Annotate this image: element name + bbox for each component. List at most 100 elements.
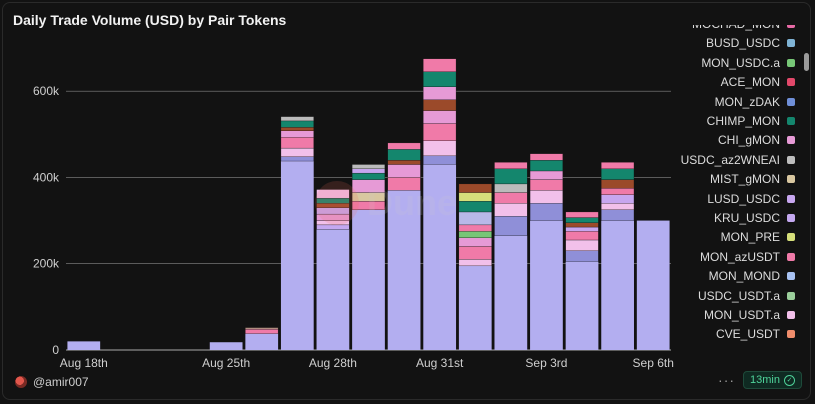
legend-item[interactable]: MON_USDT.a (704, 307, 795, 323)
legend-swatch (787, 214, 795, 222)
bar-segment (529, 203, 563, 221)
x-tick-label: Sep 6th (633, 356, 674, 370)
legend-label: LUSD_USDC (707, 191, 780, 206)
legend-item[interactable]: CHI_gMON (718, 132, 795, 148)
bar-segment (280, 130, 314, 138)
freshness-text: 13min (750, 374, 780, 386)
bar-segment (601, 220, 634, 350)
legend-item[interactable]: MON_azUSDT (700, 249, 795, 265)
x-tick-label: Aug 31st (416, 356, 464, 370)
legend-swatch (787, 39, 795, 48)
bar-segment (280, 147, 314, 157)
bar-segment (565, 217, 599, 223)
legend-item[interactable]: MON_USDC.a (701, 55, 795, 71)
legend-item[interactable]: KRU_USDC (714, 210, 795, 226)
bar-segment (387, 149, 421, 161)
legend-item[interactable]: USDC_USDT.a (698, 288, 795, 304)
bar-segment (494, 203, 528, 217)
legend-swatch (787, 252, 795, 261)
legend-label: MIST_gMON (709, 172, 780, 187)
bar-segment (423, 86, 457, 100)
bar-segment (458, 224, 492, 232)
bar-segment (209, 342, 243, 350)
chart-title: Daily Trade Volume (USD) by Pair Tokens (13, 12, 287, 28)
author[interactable]: @amir007 (15, 375, 89, 389)
bar-segment (280, 156, 314, 162)
bar-segment (565, 250, 599, 262)
legend-item[interactable]: CVE_USDT (716, 326, 795, 342)
legend-swatch (787, 155, 795, 164)
bar-segment (280, 127, 314, 131)
bar-segment (316, 224, 350, 230)
bar-segment (423, 155, 457, 165)
check-circle-icon: ✓ (784, 374, 795, 386)
legend-swatch (787, 291, 795, 300)
bar-segment (423, 110, 457, 124)
legend-label: MON_PRE (720, 230, 780, 245)
bar-segment (565, 239, 599, 251)
bar-segment (387, 190, 421, 350)
legend-item[interactable]: BUSD_USDC (706, 35, 795, 51)
legend-item[interactable]: MON_zDAK (715, 94, 795, 110)
bar-segment (387, 142, 421, 150)
legend-item[interactable]: CHIMP_MON (707, 113, 795, 129)
legend-label: MON_USDT.a (703, 308, 780, 322)
more-menu-button[interactable]: ··· (718, 372, 736, 388)
chart-plot: 0 200k 400k 600k Aug 18th Aug 25th Aug 28th Aug… (33, 58, 674, 370)
bar-segment (458, 211, 492, 226)
y-tick-label: 0 (52, 343, 59, 357)
bar-segment (423, 99, 457, 111)
legend-label: ACE_MON (720, 75, 780, 90)
legend-item[interactable]: MOCHAD_MON (692, 25, 795, 32)
bar-segment (458, 231, 492, 238)
legend-item[interactable]: LUSD_USDC (707, 191, 795, 207)
bar-segment (280, 116, 314, 122)
y-tick-label: 600k (33, 84, 60, 98)
chart-legend[interactable]: MOCHAD_MON BUSD_USDC MON_USDC.a ACE_MON MON_… (663, 25, 805, 357)
x-tick-label: Aug 25th (202, 356, 250, 370)
bar-segment (351, 172, 386, 180)
legend-scrollbar[interactable] (804, 53, 809, 71)
bar-segment (458, 192, 492, 202)
freshness-badge[interactable]: 13min ✓ (743, 371, 802, 389)
bar-segment (565, 231, 599, 241)
bar-segment (601, 168, 635, 180)
bar-segment (565, 226, 599, 232)
bar-segment (458, 259, 492, 267)
legend-label: BUSD_USDC (705, 36, 780, 51)
bar-segment (351, 168, 386, 174)
legend-swatch (787, 233, 795, 242)
legend-label: USDC_az2WNEAI (680, 152, 780, 167)
legend-swatch (787, 311, 795, 319)
legend-label: MON_azUSDT (699, 249, 780, 264)
x-tick-label: Aug 18th (60, 356, 108, 370)
bar-segment (529, 153, 563, 161)
dune-logo-icon (315, 181, 359, 225)
legend-swatch (787, 175, 795, 184)
legend-item[interactable]: ACE_MON (721, 74, 795, 90)
legend-item[interactable]: USDC_az2WNEAI (681, 152, 795, 168)
bar-segment (423, 71, 457, 87)
legend-label: CHIMP_MON (706, 114, 780, 128)
legend-item[interactable]: MON_MOND (709, 268, 795, 284)
bar-segment (601, 179, 635, 189)
bar-segment (458, 246, 492, 260)
bar-segment (601, 162, 635, 169)
bar-segment (67, 341, 101, 350)
bar-segment (280, 120, 314, 128)
legend-label: MON_MOND (708, 269, 780, 284)
bar-segment (565, 222, 599, 228)
legend-item[interactable]: MON_PRE (721, 229, 795, 245)
legend-label: CHI_gMON (717, 133, 780, 148)
bar-segment (529, 170, 563, 180)
legend-item[interactable]: MIST_gMON (710, 171, 795, 187)
bar-segment (245, 327, 279, 330)
bar-segment (458, 201, 492, 213)
legend-swatch (787, 25, 795, 28)
legend-swatch (787, 78, 795, 87)
bar-segment (351, 164, 386, 169)
author-name[interactable]: @amir007 (33, 375, 89, 389)
bar-segment (423, 164, 457, 350)
bar-segment (245, 333, 279, 350)
legend-swatch (787, 272, 795, 281)
